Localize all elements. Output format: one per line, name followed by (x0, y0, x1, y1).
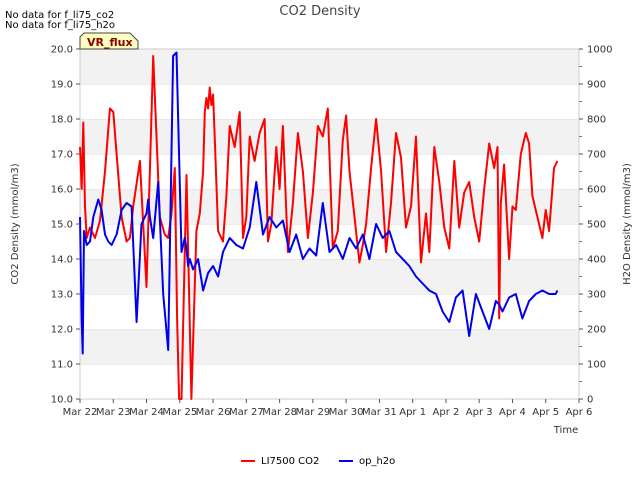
y-left-tick-label: 10.0 (51, 395, 73, 406)
vr-flux-badge: VR_flux (79, 32, 139, 50)
chart-title: CO2 Density (279, 4, 360, 19)
y-right-tick-label: 300 (587, 290, 606, 301)
grid-band (80, 329, 579, 364)
grid-band (80, 49, 579, 84)
y-left-tick-label: 14.0 (51, 255, 73, 266)
x-tick-label: Apr 5 (532, 407, 559, 418)
x-tick-label: Mar 26 (196, 407, 231, 418)
x-tick-label: Apr 3 (466, 407, 493, 418)
y-axis-left-ticks: 10.0 11.0 12.0 13.0 14.0 15.0 16.0 17.0 18.0 19.0… (51, 45, 80, 406)
y-left-tick-label: 20.0 (51, 45, 73, 56)
y-axis-right-label: H2O Density (mmol/m3) (622, 163, 633, 285)
x-tick-label: Mar 28 (262, 407, 297, 418)
x-tick-label: Mar 25 (162, 407, 197, 418)
y-right-tick-label: 500 (587, 220, 606, 231)
no-data-note-h2o: No data for f_li75_h2o (5, 20, 115, 31)
legend-label-h2o: op_h2o (359, 456, 395, 467)
y-right-tick-label: 400 (587, 255, 606, 266)
y-left-tick-label: 18.0 (51, 115, 73, 126)
y-left-tick-label: 11.0 (51, 360, 73, 371)
no-data-note-co2: No data for f_li75_co2 (5, 10, 114, 21)
x-tick-label: Mar 30 (329, 407, 364, 418)
x-tick-label: Mar 27 (229, 407, 264, 418)
y-left-tick-label: 16.0 (51, 185, 73, 196)
y-axis-left-label: CO2 Density (mmol/m3) (10, 163, 21, 284)
x-tick-label: Apr 4 (499, 407, 526, 418)
grid-band (80, 189, 579, 224)
grid-band (80, 259, 579, 294)
series-line-h2o (79, 51, 559, 355)
series-line-co2 (79, 55, 559, 400)
y-left-tick-label: 19.0 (51, 80, 73, 91)
grid-band (80, 84, 579, 119)
x-tick-label: Mar 31 (362, 407, 397, 418)
y-right-tick-label: 200 (587, 325, 606, 336)
y-right-tick-label: 900 (587, 80, 606, 91)
x-axis-label: Time (553, 425, 578, 436)
y-right-tick-label: 800 (587, 115, 606, 126)
y-right-tick-label: 0 (587, 395, 593, 406)
legend: LI7500 CO2 op_h2o (241, 456, 395, 467)
x-tick-label: Apr 1 (399, 407, 426, 418)
y-left-tick-label: 17.0 (51, 150, 73, 161)
legend-label-co2: LI7500 CO2 (261, 456, 319, 467)
y-right-tick-label: 600 (587, 185, 606, 196)
x-tick-label: Apr 2 (433, 407, 460, 418)
y-left-tick-label: 13.0 (51, 290, 73, 301)
vr-flux-label: VR_flux (87, 36, 133, 49)
x-tick-label: Mar 23 (96, 407, 131, 418)
x-tick-label: Mar 22 (63, 407, 98, 418)
series-lines (79, 51, 559, 400)
y-axis-right-ticks: 0 100 200 300 400 500 600 700 800 900 1000 (579, 45, 612, 406)
y-left-tick-label: 15.0 (51, 220, 73, 231)
y-right-tick-label: 700 (587, 150, 606, 161)
y-right-tick-label: 100 (587, 360, 606, 371)
y-right-tick-label: 1000 (587, 45, 612, 56)
x-tick-label: Mar 29 (295, 407, 330, 418)
y-left-tick-label: 12.0 (51, 325, 73, 336)
x-tick-label: Apr 6 (566, 407, 593, 418)
grid-band (80, 364, 579, 399)
grid-band (80, 294, 579, 329)
x-tick-label: Mar 24 (129, 407, 164, 418)
